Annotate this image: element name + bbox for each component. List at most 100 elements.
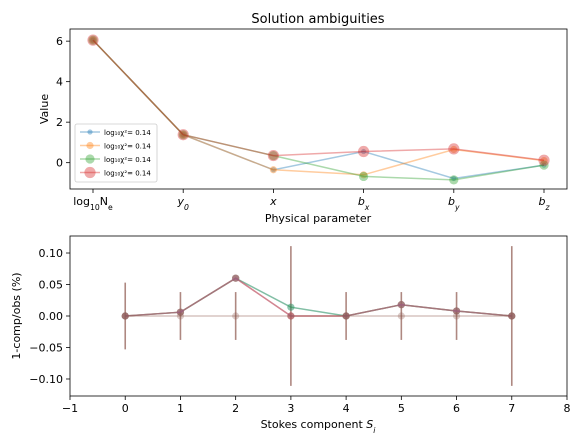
top-plot-frame	[69, 28, 568, 190]
bottom-x-tick-label: 4	[343, 402, 350, 415]
legend-marker-3	[84, 166, 96, 179]
bottom-series-1-point-4	[342, 312, 350, 320]
bottom-x-tick-label: 7	[508, 402, 515, 415]
legend-entry-label-0: log₁₀χ²= 0.14	[104, 129, 151, 137]
legend-entry-label-3: log₁₀χ²= 0.14	[104, 170, 151, 178]
bottom-series-2-point-6	[452, 307, 461, 315]
bottom-series-4-point-3	[287, 312, 295, 320]
bottom-series-2-point-0	[121, 312, 129, 320]
top-y-tick-label: 0	[56, 157, 63, 170]
bottom-series-4-point-4	[342, 312, 350, 320]
bottom-series-3-point-1	[176, 308, 185, 316]
top-chart: Solution ambiguities 0 2 4 6 log10Ne y0 x bx by…	[38, 12, 568, 225]
top-series-3-point-0	[87, 34, 99, 46]
top-series-1-line	[92, 39, 545, 176]
top-x-tick-label: bz	[538, 195, 550, 212]
top-series-2-point-3	[359, 171, 369, 182]
bottom-y-tick-label: 0.05	[39, 279, 64, 292]
top-y-tick-label: 4	[56, 76, 63, 89]
bottom-x-axis-label: Stokes component Si	[261, 418, 377, 435]
top-y-axis-label: Value	[38, 94, 51, 124]
bottom-x-tick-label: −1	[62, 402, 78, 415]
bottom-series-3-point-3	[287, 312, 295, 320]
top-x-tick-label: by	[448, 195, 460, 212]
bottom-series-4-point-6	[452, 307, 461, 315]
bottom-series-0-point-5	[397, 301, 405, 309]
bottom-series-3-point-0	[121, 312, 129, 320]
bottom-x-tick-label: 0	[122, 402, 129, 415]
top-y-tick-label: 6	[56, 35, 63, 48]
legend-box	[74, 123, 158, 183]
bottom-series-0-point-7	[508, 312, 516, 320]
bottom-series-1-point-3	[287, 312, 295, 320]
top-y-axis: 0 2 4 6	[56, 35, 70, 170]
top-series-2-line	[92, 39, 545, 181]
top-series-0-point-5	[541, 162, 547, 168]
bottom-series-1-line	[125, 277, 512, 317]
legend-marker-0	[87, 129, 93, 135]
bottom-series-3-point-6	[452, 307, 461, 315]
bottom-series-1-point-7	[508, 312, 516, 320]
bottom-series-0-point-4	[342, 312, 350, 320]
bottom-series-2-point-3	[287, 303, 295, 311]
top-series-1-point-1	[179, 131, 187, 139]
bottom-x-tick-label: 8	[564, 402, 571, 415]
top-series-1-point-0	[89, 36, 97, 44]
bottom-x-tick-label: 6	[453, 402, 460, 415]
top-series-3-point-1	[177, 129, 189, 141]
top-chart-title: Solution ambiguities	[251, 12, 384, 27]
bottom-series-5-point-0	[121, 312, 129, 320]
bottom-series-3-line	[125, 277, 512, 317]
top-y-tick-label: 2	[56, 116, 63, 129]
bottom-series-4-point-2	[232, 274, 240, 282]
bottom-y-tick-label: −0.10	[29, 373, 63, 386]
legend-entry-label-1: log₁₀χ²= 0.14	[104, 143, 151, 151]
bottom-series-5-point-2	[232, 312, 240, 320]
bottom-series-0-point-3	[287, 303, 295, 311]
top-x-tick-label: y0	[176, 195, 189, 212]
top-series-0-point-1	[180, 132, 186, 138]
bottom-series-3-point-4	[342, 312, 350, 320]
bottom-x-tick-label: 2	[232, 402, 239, 415]
legend-entry-label-2: log₁₀χ²= 0.14	[104, 156, 151, 164]
bottom-series-4-line	[125, 277, 512, 317]
top-x-tick-label: bx	[358, 195, 370, 212]
bottom-x-tick-label: 1	[177, 402, 184, 415]
bottom-y-tick-label: 0.00	[39, 310, 64, 323]
top-x-tick-label: x	[269, 195, 277, 208]
top-series-0-line	[92, 39, 545, 180]
bottom-series-1-point-2	[232, 274, 240, 282]
bottom-series-2-point-5	[397, 301, 405, 309]
top-series-0-point-4	[451, 175, 457, 182]
bottom-y-tick-label: 0.10	[39, 247, 64, 260]
bottom-series-5-point-6	[452, 312, 461, 320]
bottom-series-0-point-1	[176, 308, 185, 316]
bottom-series-1-point-1	[176, 308, 185, 316]
bottom-series-4-point-5	[397, 301, 405, 309]
top-series-1-point-2	[269, 166, 277, 174]
top-x-tick-label: log10Ne	[73, 195, 113, 212]
top-series-3-point-2	[267, 149, 279, 162]
bottom-series-2-line	[125, 277, 512, 317]
bottom-series-1-point-5	[397, 301, 405, 309]
bottom-series-5-point-3	[287, 312, 295, 320]
bottom-series-0-point-2	[232, 274, 240, 282]
bottom-series-5-point-7	[508, 312, 516, 320]
bottom-chart: −0.10 −0.05 0.00 0.05 0.10 −1 0 1 2 3 4 5 6 7 8 Stoke…	[10, 235, 571, 435]
bottom-series-3-point-2	[232, 274, 240, 282]
bottom-series-0-line	[125, 277, 512, 317]
bottom-series-4-point-0	[121, 312, 129, 320]
legend-marker-1	[86, 141, 94, 150]
top-series-2-point-0	[88, 35, 98, 45]
top-chart-marks	[87, 34, 550, 185]
bottom-series-2-point-7	[508, 312, 516, 320]
bottom-series-2-point-1	[176, 308, 185, 316]
top-series-3-line	[92, 39, 545, 161]
bottom-series-1-point-0	[121, 312, 129, 320]
top-series-0-point-3	[361, 148, 367, 155]
bottom-series-0-point-6	[452, 307, 461, 315]
bottom-x-axis: −1 0 1 2 3 4 5 6 7 8	[62, 396, 571, 415]
top-series-1-point-5	[540, 157, 548, 165]
bottom-series-5-point-1	[176, 312, 185, 320]
